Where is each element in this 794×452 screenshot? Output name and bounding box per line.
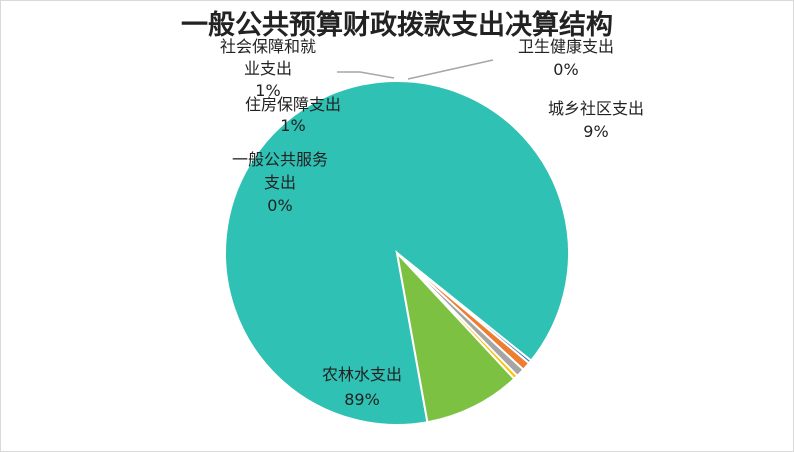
slice-percent: 89% [344,390,380,409]
pie-slice [395,249,516,424]
slice-name: 住房保障支出 [245,95,341,114]
slice-name: 卫生健康支出 [518,37,614,56]
leader-line [337,71,395,79]
slice-percent: 0% [553,60,578,79]
slice-name: 支出 [264,173,296,192]
slice-percent: 1% [255,81,280,100]
slice-label: 住房保障支出 1% [245,95,341,135]
slice-label: 一般公共服务支出 0% [232,150,328,215]
slice-percent: 1% [280,116,305,135]
chart-title: 一般公共预算财政拨款支出决算结构 [181,9,613,41]
slice-label: 农林水支出 89% [322,365,402,409]
slice-label: 城乡社区支出 9% [548,99,644,141]
leader-line [407,59,494,80]
slice-name: 业支出 [244,59,292,78]
slice-percent: 0% [267,196,292,215]
slice-name: 城乡社区支出 [548,99,644,118]
slice-label: 社会保障和就业支出 1% [220,37,316,100]
slice-name: 农林水支出 [322,365,402,384]
slice-percent: 9% [583,122,608,141]
slice-label: 卫生健康支出 0% [518,37,614,79]
slice-name: 社会保障和就 [220,37,316,56]
slice-name: 一般公共服务 [232,150,328,169]
